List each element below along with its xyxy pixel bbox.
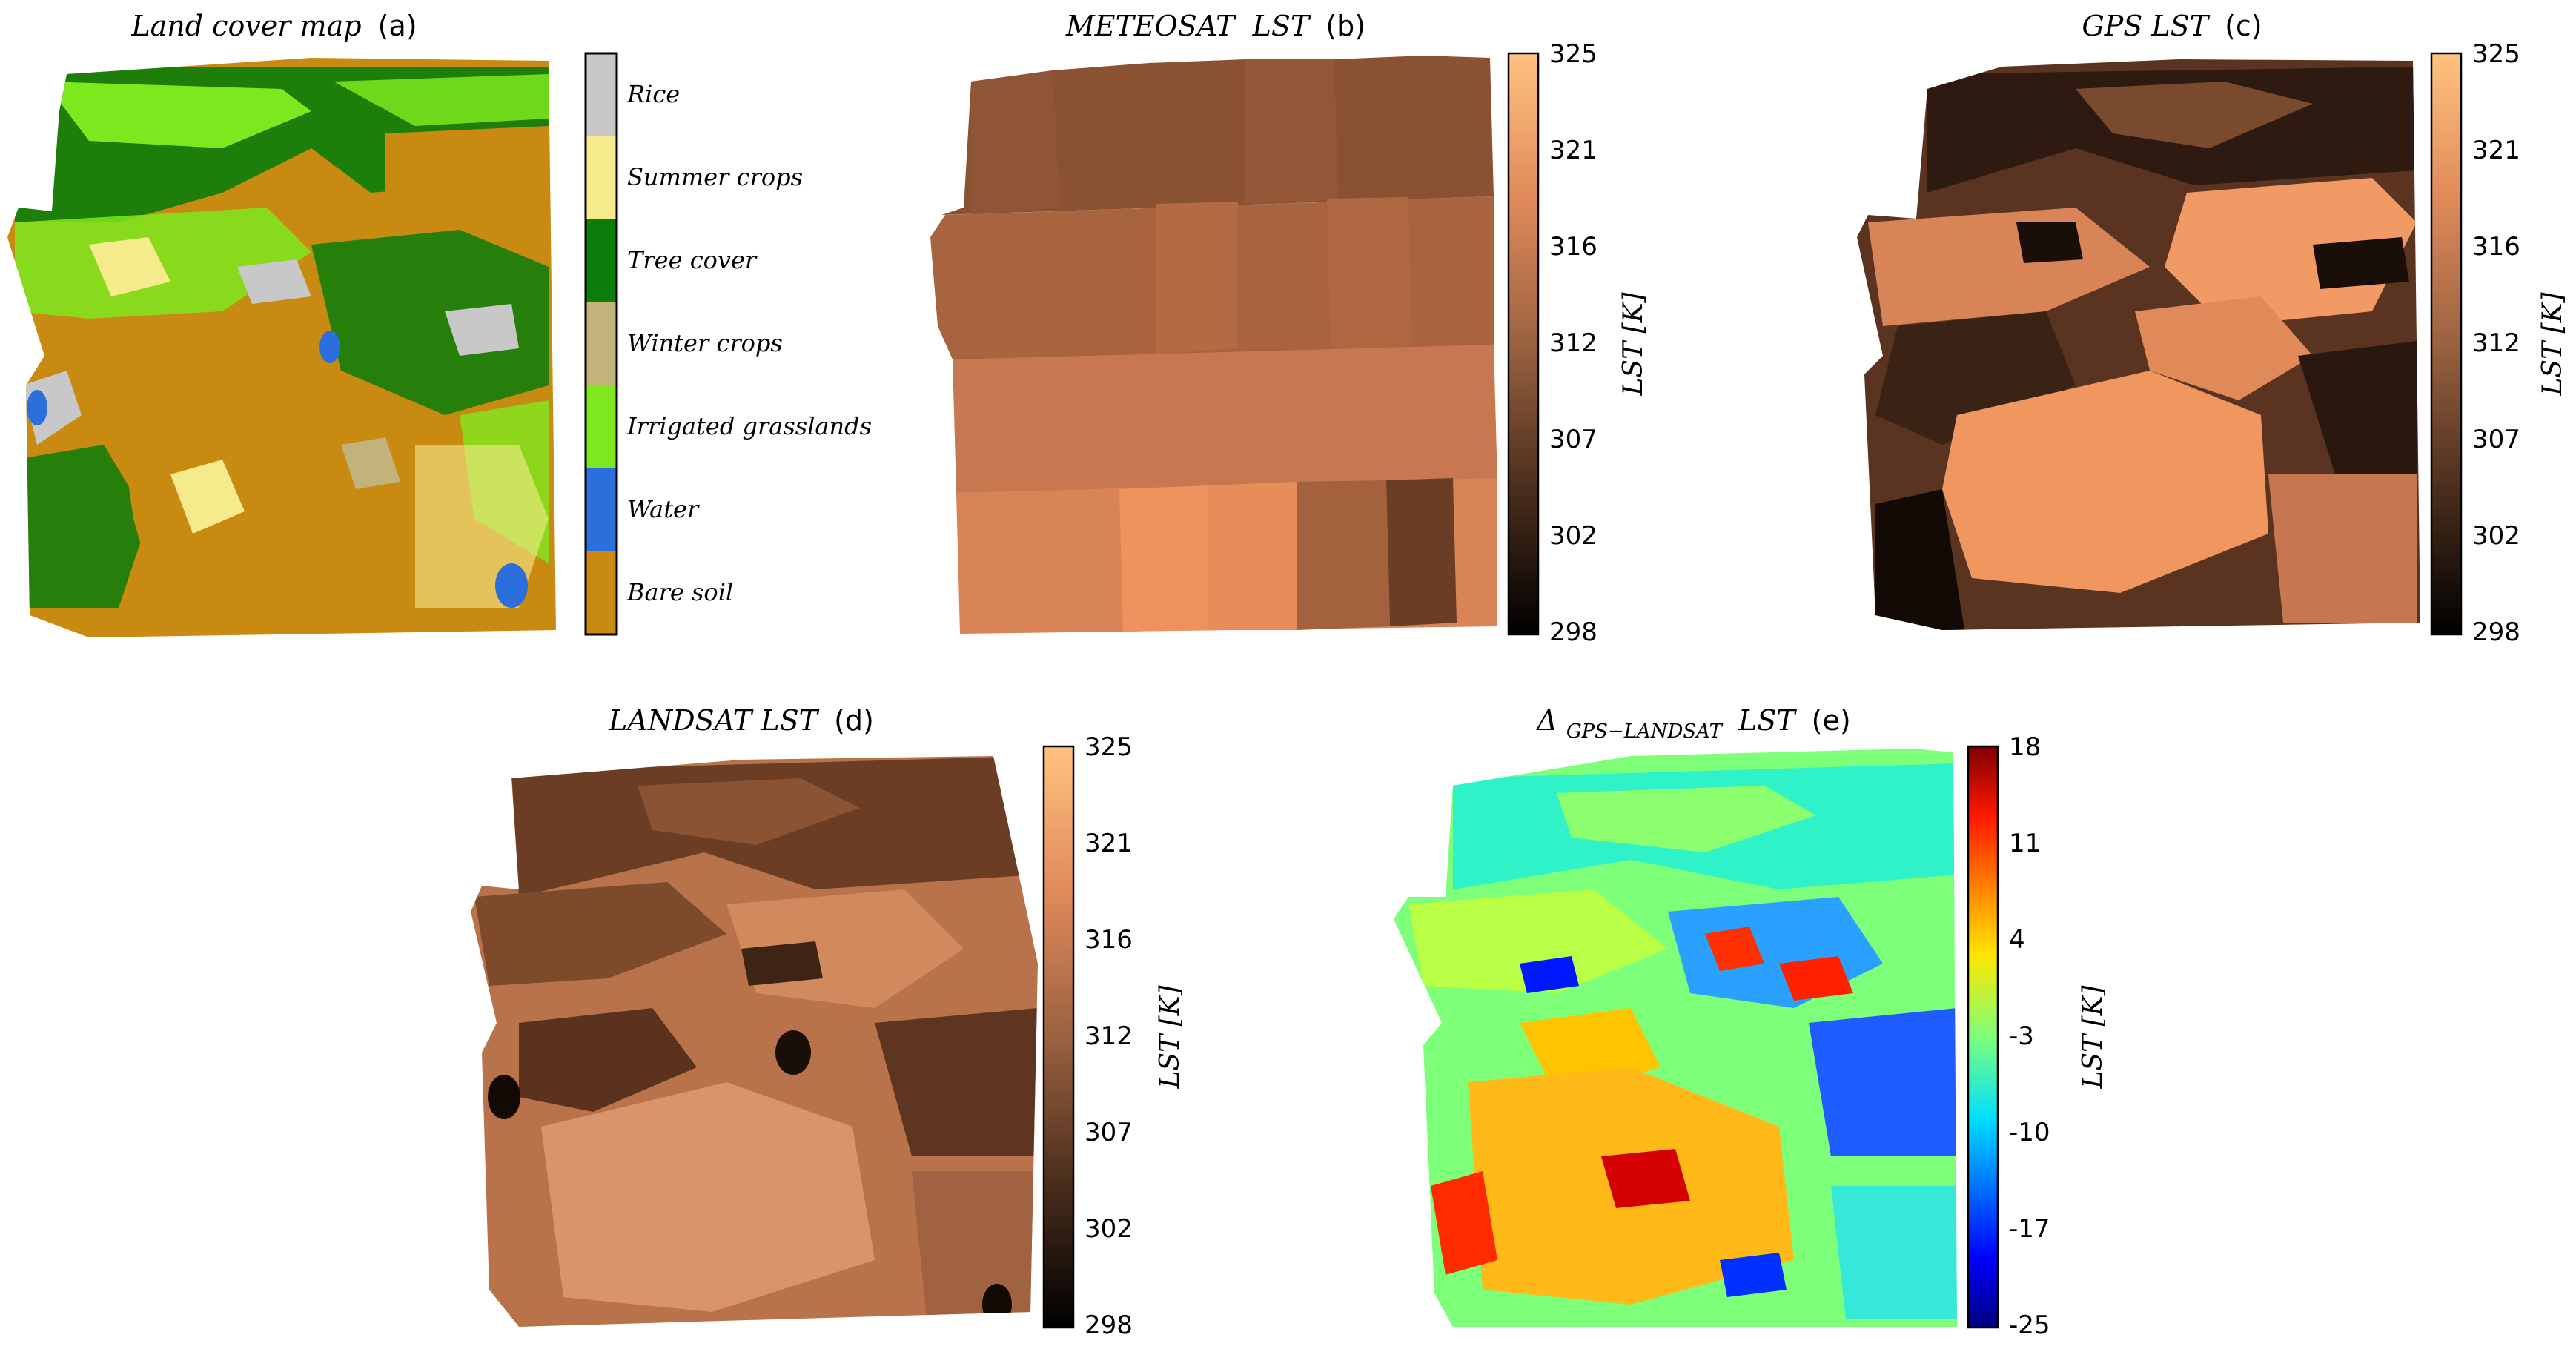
legend-label-tree-cover: Tree cover bbox=[627, 246, 758, 274]
land-cover-map bbox=[7, 58, 556, 637]
legend-label-irrigated-grasslands: Irrigated grasslands bbox=[626, 412, 872, 440]
panel-e-tick-5: -17 bbox=[2009, 1214, 2050, 1244]
panel-d-colorbar-label: LST [K] bbox=[1155, 985, 1185, 1090]
panel-a-title: Land cover map (a) bbox=[130, 10, 417, 42]
panel-c-tick-4: 307 bbox=[2472, 425, 2520, 454]
panel-b-tick-2: 316 bbox=[1549, 232, 1597, 262]
panel-d: LANDSAT LST (d) 325 321 316 312 bbox=[471, 704, 1185, 1340]
meteosat-lst-map bbox=[930, 56, 1497, 634]
panel-b-tick-3: 312 bbox=[1549, 328, 1597, 358]
panel-e-tick-0: 18 bbox=[2009, 732, 2041, 762]
panel-d-title: LANDSAT LST (d) bbox=[608, 704, 874, 737]
panel-e-colorbar-label: LST [K] bbox=[2078, 985, 2108, 1090]
panel-b-colorbar-ticks: 325 321 316 312 307 302 298 bbox=[1549, 39, 1597, 647]
panel-d-tick-4: 307 bbox=[1085, 1118, 1133, 1147]
legend-label-bare-soil: Bare soil bbox=[626, 578, 733, 606]
panel-a-title-text: Land cover map bbox=[130, 10, 361, 42]
legend-label-water: Water bbox=[627, 495, 700, 523]
legend-label-winter-crops: Winter crops bbox=[627, 329, 783, 357]
panel-e-label: (e) bbox=[1812, 704, 1851, 737]
delta-lst-map bbox=[1394, 749, 1957, 1327]
panel-a: Land cover map (a) bbox=[7, 10, 872, 637]
panel-b-tick-4: 307 bbox=[1549, 425, 1597, 454]
panel-e-tick-6: -25 bbox=[2009, 1310, 2050, 1340]
panel-e-tick-1: 11 bbox=[2009, 829, 2041, 858]
panel-c-tick-6: 298 bbox=[2472, 617, 2520, 647]
panel-b-colorbar-label: LST [K] bbox=[1618, 292, 1649, 397]
panel-e-title: Δ GPS−LANDSAT LST (e) bbox=[1535, 704, 1850, 744]
panel-b-label: (b) bbox=[1325, 10, 1365, 42]
panel-b-title-text: METEOSAT LST bbox=[1065, 10, 1311, 42]
panel-b-tick-6: 298 bbox=[1549, 617, 1597, 647]
panel-b-tick-0: 325 bbox=[1549, 39, 1597, 69]
legend-swatch-bare-soil bbox=[586, 551, 617, 634]
panel-e-colorbar bbox=[1967, 745, 1999, 1329]
legend-swatch-winter-crops bbox=[586, 302, 617, 385]
legend-swatch-summer-crops bbox=[586, 136, 617, 219]
panel-c-label: (c) bbox=[2225, 10, 2262, 42]
legend-swatch-water bbox=[586, 468, 617, 551]
legend-swatch-irrigated-grasslands bbox=[586, 385, 617, 468]
panel-c-title: GPS LST (c) bbox=[2082, 10, 2262, 42]
panel-d-tick-5: 302 bbox=[1085, 1214, 1133, 1244]
panel-c-colorbar-ticks: 325 321 316 312 307 302 298 bbox=[2472, 39, 2520, 647]
panel-c-tick-1: 321 bbox=[2472, 136, 2520, 165]
panel-c-tick-3: 312 bbox=[2472, 328, 2520, 358]
panel-c-colorbar-label: LST [K] bbox=[2537, 292, 2568, 397]
panel-e-colorbar-ticks: 18 11 4 -3 -10 -17 -25 bbox=[2009, 732, 2050, 1340]
panel-e-tick-4: -10 bbox=[2009, 1118, 2050, 1147]
panel-d-tick-3: 312 bbox=[1085, 1021, 1133, 1051]
panel-c-title-text: GPS LST bbox=[2082, 10, 2210, 42]
panel-e-title-delta: Δ bbox=[1535, 704, 1557, 737]
land-cover-legend: Rice Summer crops Tree cover Winter crop… bbox=[584, 52, 872, 636]
panel-b-tick-5: 302 bbox=[1549, 521, 1597, 551]
panel-e-title-sub: GPS−LANDSAT bbox=[1566, 720, 1724, 743]
legend-swatch-rice bbox=[586, 53, 617, 136]
landsat-lst-map bbox=[471, 756, 1038, 1327]
panel-c-tick-5: 302 bbox=[2472, 521, 2520, 551]
panel-d-tick-0: 325 bbox=[1085, 732, 1133, 762]
panel-a-label: (a) bbox=[378, 10, 417, 42]
panel-d-tick-6: 298 bbox=[1085, 1310, 1133, 1340]
panel-d-colorbar-ticks: 325 321 316 312 307 302 298 bbox=[1085, 732, 1133, 1340]
panel-b: METEOSAT LST (b) 325 321 316 312 307 302… bbox=[930, 10, 1649, 647]
panel-c-tick-2: 316 bbox=[2472, 232, 2520, 262]
panel-b-tick-1: 321 bbox=[1549, 136, 1597, 165]
panel-e: Δ GPS−LANDSAT LST (e) 18 bbox=[1394, 704, 2108, 1340]
panel-d-tick-2: 316 bbox=[1085, 925, 1133, 955]
panel-e-tick-2: 4 bbox=[2009, 925, 2025, 955]
panel-c-tick-0: 325 bbox=[2472, 39, 2520, 69]
legend-label-summer-crops: Summer crops bbox=[627, 163, 803, 191]
legend-frame bbox=[584, 52, 618, 636]
panel-c-colorbar bbox=[2430, 52, 2463, 636]
panel-d-tick-1: 321 bbox=[1085, 829, 1133, 858]
gps-lst-map bbox=[1857, 59, 2420, 630]
panel-d-colorbar bbox=[1042, 745, 1075, 1329]
panel-e-tick-3: -3 bbox=[2009, 1021, 2034, 1051]
panel-c: GPS LST (c) 325 321 316 312 307 bbox=[1857, 10, 2568, 647]
panel-b-title: METEOSAT LST (b) bbox=[1065, 10, 1365, 42]
legend-swatch-tree-cover bbox=[586, 219, 617, 302]
legend-label-rice: Rice bbox=[626, 80, 680, 108]
panel-e-title-tail: LST bbox=[1738, 704, 1797, 737]
panel-d-label: (d) bbox=[834, 704, 874, 737]
panel-d-title-text: LANDSAT LST bbox=[608, 704, 819, 737]
panel-b-colorbar bbox=[1507, 52, 1540, 636]
